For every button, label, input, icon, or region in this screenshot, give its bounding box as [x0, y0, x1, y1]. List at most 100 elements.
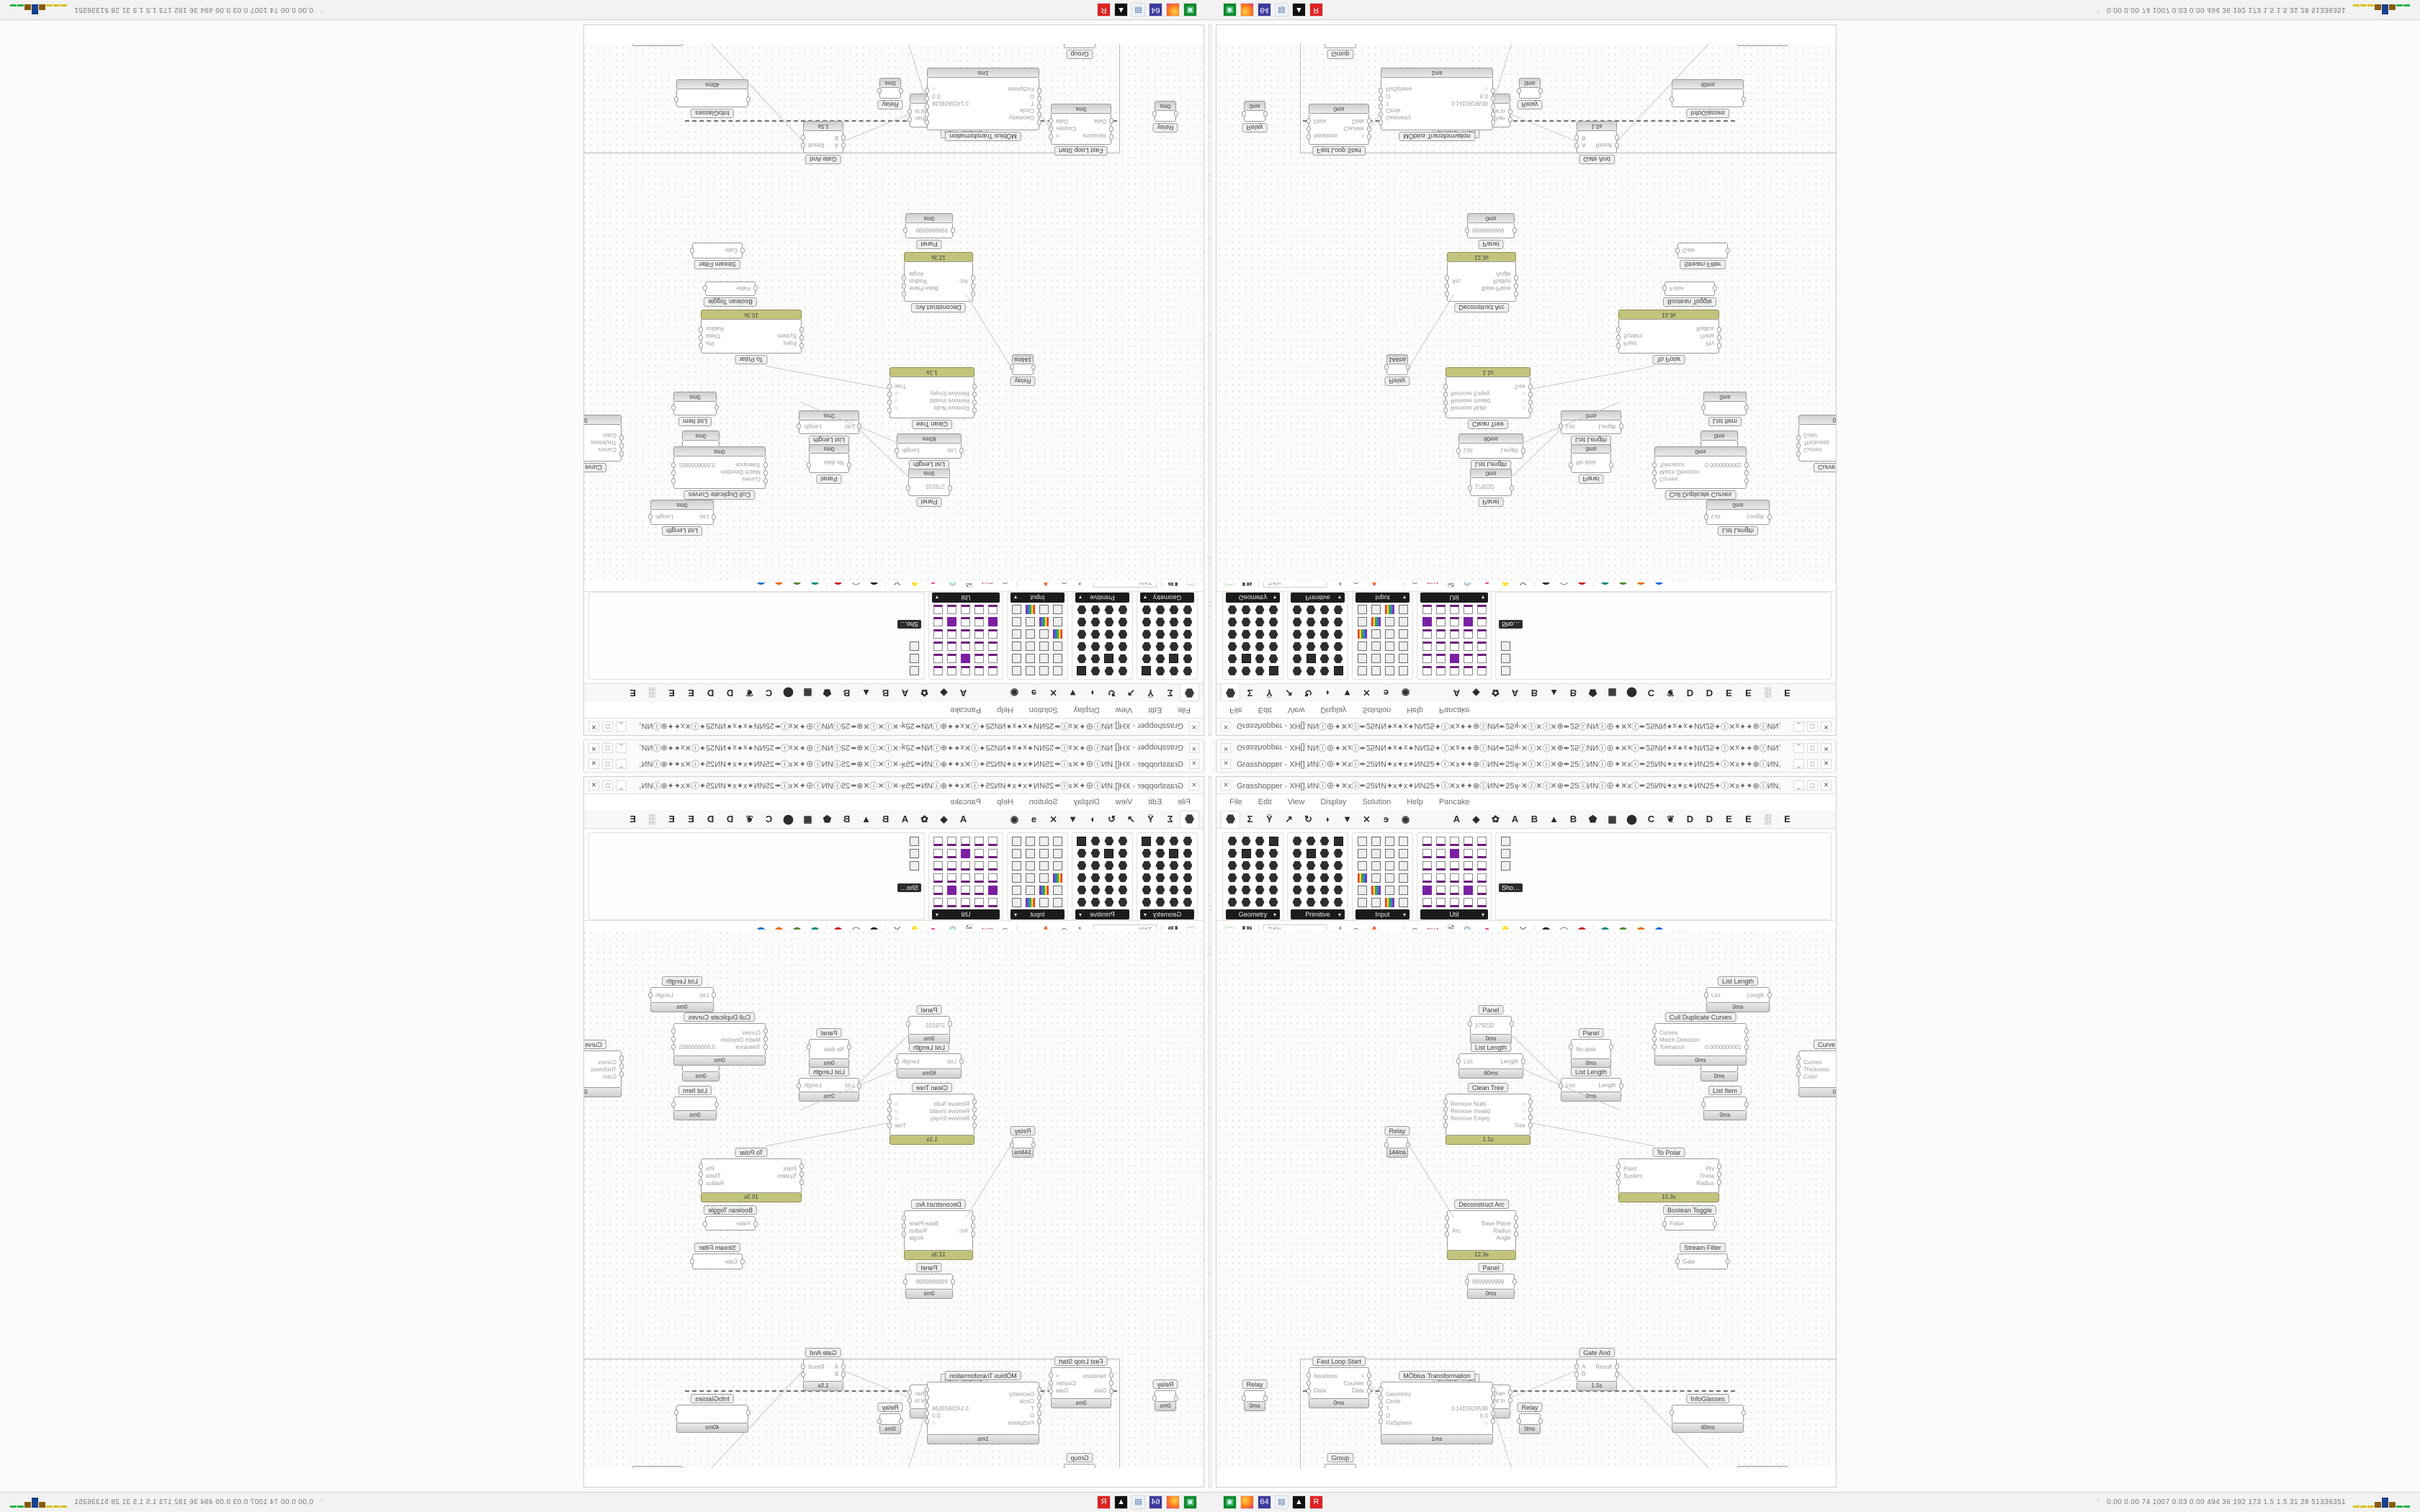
tab-shield[interactable]: ⬟	[1583, 685, 1603, 702]
gh-node-body[interactable]: 279232	[908, 477, 950, 496]
gh-node-body[interactable]: Gate	[1677, 243, 1728, 258]
gh-node-body[interactable]: List Length	[897, 443, 962, 459]
upper-minimize-button[interactable]: _	[616, 744, 627, 754]
component-button[interactable]	[1038, 860, 1051, 871]
gh-output-port[interactable]	[699, 1179, 703, 1185]
component-button[interactable]	[908, 847, 921, 859]
gh-input-port[interactable]	[1037, 1410, 1041, 1416]
gh-input-port[interactable]	[763, 462, 768, 468]
menu-file[interactable]: File	[1178, 706, 1191, 714]
window-titlebar[interactable]: ✕ Grasshopper - XH[].ИNⓘ⊕✦✕xⓘ✒25ИN✦x✦x✦И…	[1216, 718, 1836, 735]
gh-node-body[interactable]	[1519, 87, 1541, 99]
gh-input-port[interactable]	[1307, 1372, 1311, 1378]
component-button[interactable]	[1267, 860, 1280, 871]
component-button[interactable]	[946, 616, 959, 628]
component-button[interactable]	[1318, 604, 1331, 616]
component-button[interactable]	[1253, 653, 1266, 665]
component-button[interactable]	[1291, 616, 1304, 628]
component-button[interactable]	[1267, 835, 1280, 847]
gh-input-port[interactable]	[841, 1372, 846, 1377]
gh-input-port[interactable]	[1445, 291, 1449, 297]
tab-shield[interactable]: ⬟	[1583, 811, 1603, 828]
tab-b1[interactable]: B	[876, 685, 895, 702]
gh-output-port[interactable]	[925, 1395, 929, 1400]
component-button[interactable]	[932, 641, 945, 652]
gh-input-port[interactable]	[1379, 1410, 1383, 1416]
tab-vector[interactable]: ↗	[1279, 685, 1299, 702]
gh-output-port[interactable]	[1049, 1388, 1053, 1394]
upper-window-titlebar[interactable]: ✕ Grasshopper - XH[].ИNⓘ⊕✦✕xⓘ✒25ИN✦x✦x✦И…	[584, 739, 1204, 756]
component-button[interactable]	[1140, 847, 1153, 859]
component-button[interactable]	[1420, 665, 1433, 677]
component-button[interactable]	[1461, 629, 1474, 640]
tab-params[interactable]	[1180, 811, 1199, 828]
gh-node-body[interactable]: 9999999999	[905, 222, 953, 238]
gh-node-group-label[interactable]: Group	[1325, 1464, 1356, 1468]
gh-node-panel-c[interactable]: Panel No data 0ms	[1571, 444, 1611, 473]
tab-curve[interactable]: ↻	[1299, 811, 1318, 828]
gh-input-port[interactable]	[1109, 134, 1113, 140]
component-button[interactable]	[1089, 884, 1102, 896]
close-button[interactable]: ✕	[1821, 722, 1832, 732]
component-button[interactable]	[1181, 641, 1194, 652]
tab-flower[interactable]: ✿	[915, 811, 934, 828]
gh-output-port[interactable]	[1510, 485, 1514, 491]
menu-file[interactable]: File	[1229, 798, 1242, 806]
component-button[interactable]	[1240, 641, 1252, 652]
gh-node-body[interactable]	[1012, 1137, 1034, 1148]
component-button[interactable]	[1140, 616, 1153, 628]
component-button[interactable]	[1461, 641, 1474, 652]
gh-input-port[interactable]	[1517, 88, 1521, 94]
panel-title[interactable]: Geometry ▾	[1226, 909, 1280, 919]
gh-output-port[interactable]	[887, 1115, 892, 1120]
component-button[interactable]	[1499, 860, 1512, 871]
component-button[interactable]	[1332, 835, 1345, 847]
tab-params[interactable]	[1221, 811, 1240, 828]
gh-input-port[interactable]	[1379, 1403, 1383, 1408]
tab-bird[interactable]: ❦	[1661, 685, 1680, 702]
component-button[interactable]	[1240, 847, 1252, 859]
menu-solution[interactable]: Solution	[1029, 706, 1058, 714]
component-button[interactable]	[1089, 641, 1102, 652]
gh-node-relay-c[interactable]: Relay 0ms	[1155, 101, 1176, 122]
gh-node-body[interactable]: 279232	[908, 1016, 950, 1035]
component-button[interactable]	[1116, 872, 1129, 883]
gh-input-port[interactable]	[1616, 335, 1621, 341]
tab-a2[interactable]: A	[1505, 685, 1525, 702]
upper-minimize-button[interactable]: _	[1793, 759, 1804, 769]
component-button[interactable]	[1420, 860, 1433, 871]
component-button[interactable]	[1089, 847, 1102, 859]
component-button[interactable]	[1253, 884, 1266, 896]
gh-output-port[interactable]	[1491, 1387, 1495, 1392]
gh-output-port[interactable]	[1538, 1418, 1543, 1424]
component-button[interactable]	[987, 884, 1000, 896]
gh-input-port[interactable]	[1443, 1115, 1448, 1120]
viewport-canvas[interactable]	[1210, 25, 1211, 714]
component-button[interactable]	[1168, 835, 1180, 847]
panel-title[interactable]: Primitive ▾	[1291, 593, 1345, 603]
gh-node-body[interactable]: Remove Nulls ○ Remove Invalid ○ Remove Empty…	[889, 377, 974, 418]
gh-node-body[interactable]: No data	[1571, 1039, 1611, 1059]
component-button[interactable]	[1240, 665, 1252, 677]
gh-output-port[interactable]	[1609, 1044, 1613, 1050]
gh-output-port[interactable]	[925, 1418, 929, 1424]
gh-input-port[interactable]	[714, 1102, 719, 1107]
component-button[interactable]	[1103, 616, 1116, 628]
gh-input-port[interactable]	[1796, 451, 1801, 456]
component-button[interactable]	[1420, 896, 1433, 908]
gh-node-relay-a[interactable]: Relay 144ms	[1386, 1137, 1408, 1158]
tab-params[interactable]	[1180, 685, 1199, 702]
component-button[interactable]	[1397, 847, 1410, 859]
component-button[interactable]	[1103, 641, 1116, 652]
gh-node-body[interactable]	[1672, 1405, 1744, 1423]
gh-output-port[interactable]	[1726, 248, 1730, 253]
component-button[interactable]	[1355, 604, 1368, 616]
gh-node-body[interactable]: Point Phi System Theta Radius	[701, 319, 802, 354]
gh-input-port[interactable]	[1468, 485, 1472, 491]
gh-input-port[interactable]	[1443, 392, 1448, 397]
component-button[interactable]	[1052, 665, 1065, 677]
component-button[interactable]	[1116, 835, 1129, 847]
component-button[interactable]	[973, 604, 986, 616]
gh-node-cull-duplicate-curves[interactable]: Cull Duplicate Curves Curves Match Directi…	[1654, 446, 1747, 489]
component-button[interactable]	[1369, 884, 1382, 896]
